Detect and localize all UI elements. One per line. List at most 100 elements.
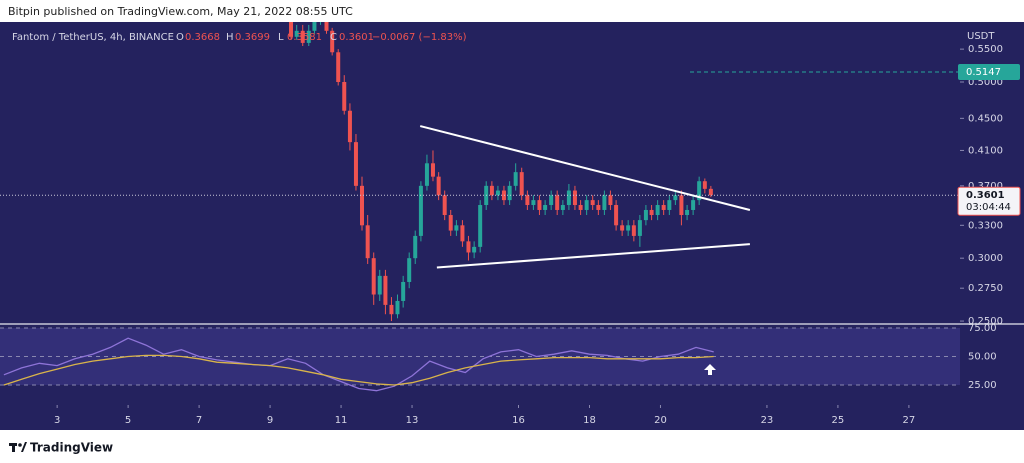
- candle-body: [555, 195, 560, 210]
- candle-body: [324, 22, 329, 31]
- x-tick-label: 23: [761, 415, 774, 426]
- candle-body: [507, 185, 512, 201]
- candle-body: [661, 205, 666, 210]
- candle-body: [330, 30, 335, 53]
- y-tick-label: 0.5500: [968, 44, 1003, 55]
- y-axis-unit: USDT: [967, 31, 995, 42]
- publisher-header: Bitpin published on TradingView.com, May…: [8, 5, 353, 18]
- x-tick-label: 16: [512, 415, 525, 426]
- candle-body: [649, 209, 654, 216]
- y-tick-label: 50.00: [968, 351, 997, 362]
- candle-body: [697, 181, 702, 201]
- candle-body: [389, 304, 394, 315]
- symbol-title: Fantom / TetherUS, 4h, BINANCE: [12, 32, 174, 43]
- ohlc-key: C: [330, 32, 337, 43]
- candle-body: [407, 258, 412, 282]
- change-label: −0.0067 (−1.83%): [372, 32, 467, 43]
- candle-body: [401, 281, 406, 301]
- candle-body: [560, 205, 565, 210]
- candle-body: [679, 195, 684, 216]
- candle-body: [596, 205, 601, 210]
- ohlc-value: 0.3601: [339, 32, 374, 43]
- ohlc-key: O: [176, 32, 184, 43]
- candle-body: [495, 190, 500, 196]
- x-tick-label: 7: [196, 415, 202, 426]
- candle-body: [395, 300, 400, 315]
- candle-body: [466, 241, 471, 253]
- x-tick-label: 13: [406, 415, 419, 426]
- ohlc-value: 0.3581: [287, 32, 322, 43]
- y-tick-label: 0.4500: [968, 113, 1003, 124]
- y-tick-label: 0.4100: [968, 145, 1003, 156]
- candle-body: [572, 190, 577, 206]
- candle-body: [637, 220, 642, 236]
- candle-body: [525, 195, 530, 206]
- ohlc-key: H: [226, 32, 234, 43]
- up-arrow-icon: [704, 364, 716, 375]
- candle-body: [300, 30, 305, 43]
- candle-body: [289, 22, 294, 37]
- candle-body: [614, 205, 619, 226]
- candle-body: [472, 246, 477, 253]
- candle-body: [626, 225, 631, 231]
- candle-body: [312, 22, 317, 31]
- candle-body: [413, 235, 418, 259]
- candle-body: [608, 195, 613, 206]
- candle-body: [673, 195, 678, 201]
- x-tick-label: 18: [583, 415, 596, 426]
- x-tick-label: 27: [903, 415, 916, 426]
- x-tick-label: 5: [125, 415, 131, 426]
- candle-body: [519, 172, 524, 196]
- candle-body: [631, 225, 636, 236]
- y-tick-label: 0.2500: [968, 316, 1003, 327]
- trendline: [436, 243, 750, 269]
- candle-body: [336, 52, 341, 82]
- price-level-box: [958, 64, 1020, 81]
- trendline: [419, 125, 751, 211]
- footer-bar: [0, 430, 1024, 463]
- candle-body: [424, 163, 429, 186]
- candle-body: [377, 275, 382, 295]
- y-tick-label: 0.2750: [968, 283, 1003, 294]
- rsi-line: [3, 354, 714, 386]
- overlay: 3 5 7 9 11 13 16 18 20 23 25 27 0.2500 0.2750 0.3000 0.…: [12, 32, 1021, 426]
- candle-body: [306, 30, 311, 43]
- candle-body: [342, 81, 347, 111]
- last-price-box: [957, 186, 1021, 216]
- tradingview-logo: [9, 442, 27, 452]
- x-tick-label: 20: [654, 415, 667, 426]
- last-price-label: 0.3601: [966, 190, 1005, 201]
- x-tick-label: 11: [335, 415, 348, 426]
- candle-body: [442, 195, 447, 216]
- header-bar: [0, 0, 1024, 22]
- candle-body: [454, 225, 459, 231]
- candle-body: [590, 200, 595, 206]
- candle-body: [685, 209, 690, 216]
- candle-body: [667, 200, 672, 210]
- y-tick-label: 0.3300: [968, 220, 1003, 231]
- rsi-line: [3, 337, 714, 392]
- x-tick-label: 3: [54, 415, 60, 426]
- rsi-pane: [0, 327, 960, 392]
- x-tick-label: 25: [832, 415, 845, 426]
- candle-body: [708, 188, 713, 196]
- candle-body: [655, 205, 660, 216]
- y-tick-label: 75.00: [968, 323, 997, 334]
- candle-body: [460, 225, 465, 242]
- candle-body: [347, 110, 352, 143]
- candle-body: [383, 275, 388, 305]
- candle-body: [531, 200, 536, 206]
- candle-body: [418, 185, 423, 236]
- candle-body: [620, 225, 625, 231]
- y-tick-label: 0.3700: [968, 181, 1003, 192]
- candle-body: [353, 142, 358, 186]
- y-tick-label: 0.3000: [968, 253, 1003, 264]
- candle-body: [584, 200, 589, 210]
- candle-body: [430, 163, 435, 177]
- candle-body: [566, 190, 571, 206]
- candle-body: [543, 205, 548, 210]
- price-pane: [0, 22, 958, 322]
- ohlc-value: 0.3668: [185, 32, 220, 43]
